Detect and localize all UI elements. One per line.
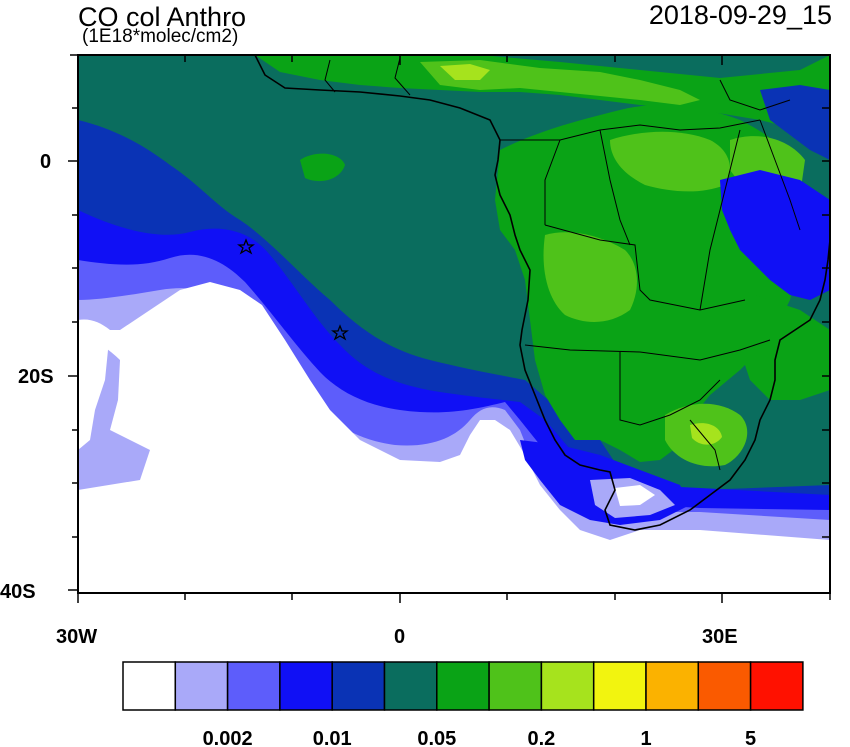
colorbar-swatch (279, 661, 333, 711)
star-marker (237, 238, 255, 255)
colorbar-swatch (645, 661, 700, 711)
colorbar-label: 0.2 (527, 728, 555, 747)
colorbar-label: 5 (745, 728, 756, 747)
colorbar: 0.002 0.01 0.05 0.2 1 5 (122, 661, 804, 747)
x-tick-label-30w: 30W (56, 626, 97, 648)
east-coast-green (740, 290, 830, 400)
colorbar-swatch (436, 661, 490, 711)
white-low-region (78, 282, 830, 593)
colorbar-swatch (488, 661, 543, 711)
colorbar-label: 0.01 (313, 728, 352, 747)
x-tick-label-30e: 30E (702, 626, 738, 648)
y-tick-label-40s: 40S (0, 581, 36, 603)
map-plot-area (78, 55, 830, 593)
south-africa-white (615, 485, 655, 506)
country-borders (324, 57, 801, 471)
colorbar-swatch (331, 661, 386, 711)
map-frame (77, 54, 831, 594)
units-label: (1E18*molec/cm2) (82, 26, 239, 47)
colorbar-swatch (122, 661, 177, 711)
colorbar-swatch (383, 661, 438, 711)
colorbar-swatch (174, 661, 229, 711)
colorbar-label: 1 (640, 728, 651, 747)
white-low-region-west (78, 319, 110, 450)
y-ticks (68, 54, 830, 591)
land-yellowgreen-spot (440, 64, 490, 80)
colorbar-swatch (540, 661, 595, 711)
colorbar-swatch (226, 661, 281, 711)
land-green-north (255, 55, 830, 140)
land-lightgreen-sahel (420, 60, 700, 105)
land-yellowgreen-southafrica (690, 423, 722, 445)
y-tick-label-20s: 20S (18, 366, 54, 388)
coastline (254, 55, 830, 531)
land-lightgreen-congo (610, 131, 730, 192)
map-title: CO col Anthro (78, 2, 247, 32)
land-lightgreen-angola (543, 232, 637, 322)
y-tick-label-0: 0 (40, 151, 51, 173)
star-marker (331, 324, 349, 341)
timestamp-label: 2018-09-29_15 (648, 0, 832, 30)
colorbar-label: 0.05 (417, 728, 456, 747)
colorbar-swatch (592, 661, 647, 711)
east-africa-blue (720, 170, 830, 300)
colorbar-label: 0.002 (203, 728, 253, 747)
colorbar-swatch (749, 661, 804, 711)
ocean-green-patch (300, 153, 345, 182)
x-tick-label-0: 0 (394, 626, 405, 648)
x-ticks (77, 55, 831, 603)
colorbar-swatch (697, 661, 752, 711)
